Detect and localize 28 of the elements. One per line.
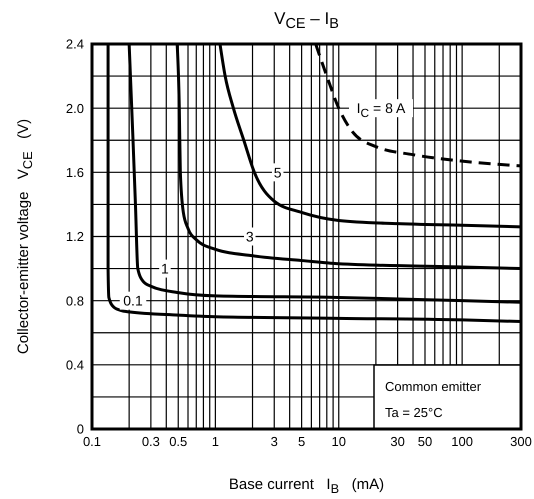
x-tick-label: 300 — [510, 434, 532, 450]
chart-title: V$_{CE}$ – I$_{B}$ — [274, 9, 339, 32]
y-tick-label: 0.8 — [66, 293, 84, 308]
series-label: 0.1 — [123, 292, 143, 309]
y-tick-label: 1.6 — [66, 164, 84, 180]
y-tick-label: 0 — [76, 422, 84, 437]
x-tick-label: 5 — [298, 434, 306, 450]
x-tick-label: 0.3 — [142, 434, 160, 450]
series-label: 1 — [161, 260, 170, 277]
x-tick-label: 50 — [418, 434, 432, 450]
note-box: Common emitter Ta = 25°C — [373, 364, 522, 430]
y-tick-label: 2.0 — [66, 100, 84, 116]
series-label: 3 — [246, 228, 254, 244]
annotation: Common emitter — [385, 379, 482, 394]
x-tick-label: 30 — [390, 434, 405, 450]
series-label: I$_{C}$ = 8 A — [356, 100, 406, 120]
x-axis-title: Base current I$_{B}$ (mA) — [228, 476, 384, 496]
y-tick-label: 0.4 — [66, 357, 84, 372]
x-tick-label: 100 — [451, 434, 473, 450]
y-tick-label: 2.4 — [66, 36, 84, 52]
x-tick-label: 0.5 — [169, 434, 188, 450]
x-tick-label: 3 — [270, 434, 278, 450]
x-tick-label: 1 — [212, 434, 219, 450]
series-label: 5 — [274, 164, 282, 180]
annotation: Ta = 25°C — [385, 405, 443, 420]
x-tick-label: 10 — [332, 434, 346, 450]
x-tick-label: 0.1 — [82, 434, 102, 450]
y-tick-label: 1.2 — [66, 229, 84, 244]
